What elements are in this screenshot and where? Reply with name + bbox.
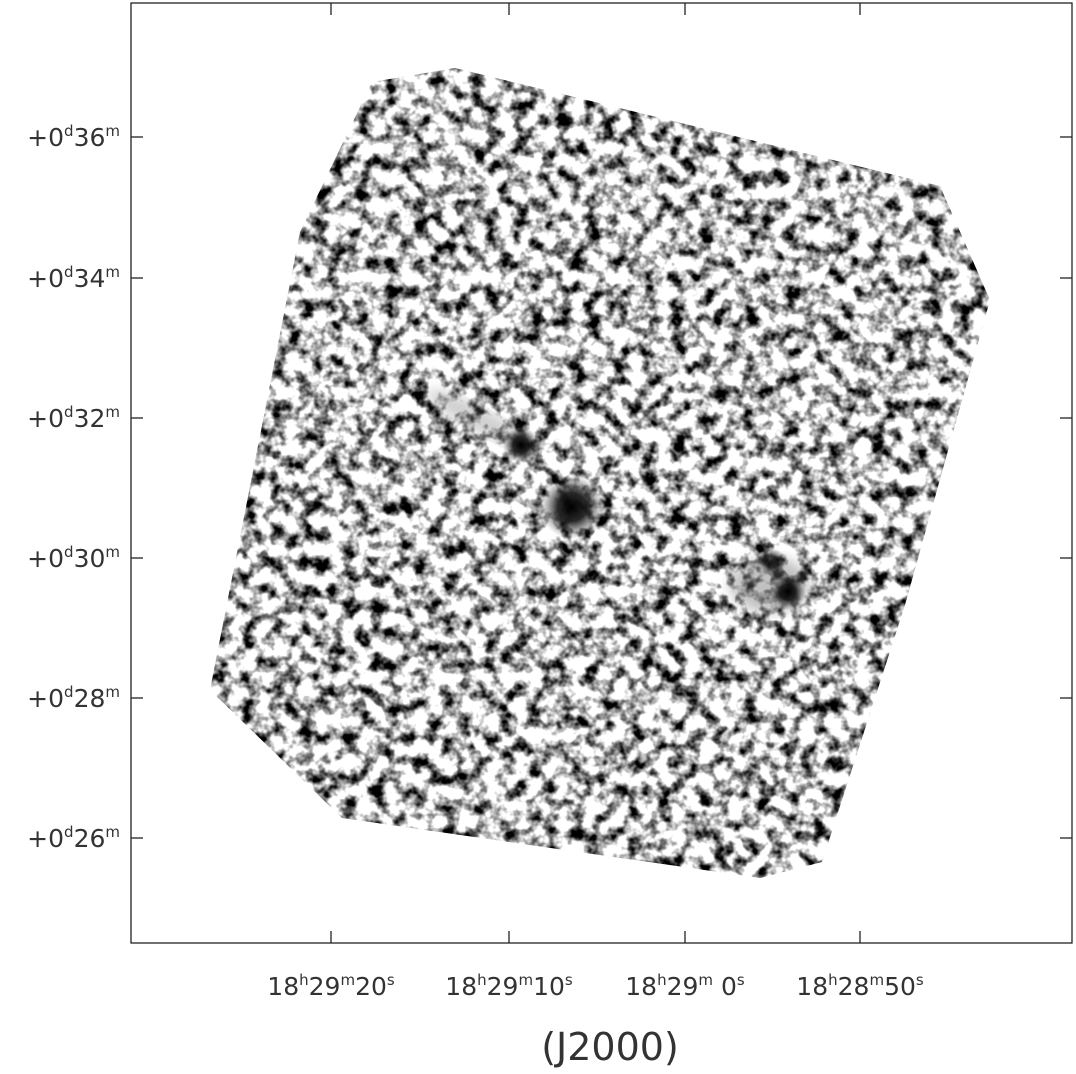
sky-image [200, 60, 1000, 890]
tick-label: +0d28m [27, 683, 120, 713]
tick-label: +0d36m [27, 122, 120, 152]
point-source [758, 548, 786, 576]
tick-label-value: 36 [74, 123, 106, 152]
tick-label-unit: s [916, 971, 924, 989]
tick-label-value: 29 [667, 972, 699, 1001]
tick-label-unit: m [105, 263, 120, 281]
tick-label-value: 32 [74, 404, 106, 433]
tick-label-unit: h [657, 971, 667, 989]
tick-label: +0d32m [27, 403, 120, 433]
tick-label: 18h28m50s [796, 971, 924, 1001]
tick-label-unit: d [64, 263, 74, 281]
tick-label-value: 50 [884, 972, 916, 1001]
tick-label-unit: m [698, 971, 713, 989]
point-source [770, 574, 806, 610]
tick-label-value: 18 [625, 972, 657, 1001]
tick-label-value: +0 [27, 264, 64, 293]
tick-label: 18h29m 0s [625, 971, 745, 1001]
tick-label-value: 29 [487, 972, 519, 1001]
tick-label-value: 26 [74, 824, 106, 853]
tick-label-value: +0 [27, 404, 64, 433]
tick-label-value: +0 [27, 684, 64, 713]
tick-label-value: 10 [533, 972, 565, 1001]
tick-label-unit: m [105, 543, 120, 561]
tick-label-value: 18 [796, 972, 828, 1001]
tick-label-unit: d [64, 403, 74, 421]
tick-label-value: 30 [74, 544, 106, 573]
tick-label-unit: m [105, 403, 120, 421]
tick-label-unit: m [105, 823, 120, 841]
tick-label: 18h29m10s [445, 971, 573, 1001]
tick-label-value: 0 [713, 972, 737, 1001]
figure: (J2000) 18h29m20s18h29m10s18h29m 0s18h28… [0, 0, 1076, 1074]
tick-label: +0d34m [27, 263, 120, 293]
tick-label-value: 34 [74, 264, 106, 293]
tick-label-unit: m [869, 971, 884, 989]
tick-label-value: 18 [267, 972, 299, 1001]
x-axis-label: (J2000) [541, 1025, 679, 1069]
tick-label-unit: d [64, 683, 74, 701]
tick-label-value: +0 [27, 544, 64, 573]
tick-label-unit: m [518, 971, 533, 989]
tick-label-unit: m [105, 122, 120, 140]
tick-label: 18h29m20s [267, 971, 395, 1001]
tick-label: +0d26m [27, 823, 120, 853]
tick-label-unit: s [565, 971, 573, 989]
tick-label-value: +0 [27, 824, 64, 853]
tick-label-unit: h [299, 971, 309, 989]
tick-label-value: 28 [74, 684, 106, 713]
tick-label-value: 20 [355, 972, 387, 1001]
tick-label-unit: m [340, 971, 355, 989]
tick-label-value: +0 [27, 123, 64, 152]
tick-label-unit: s [387, 971, 395, 989]
tick-label-unit: d [64, 543, 74, 561]
point-source [503, 427, 539, 463]
tick-label-unit: s [737, 971, 745, 989]
tick-label-unit: h [477, 971, 487, 989]
tick-label-value: 18 [445, 972, 477, 1001]
tick-label-unit: d [64, 823, 74, 841]
point-source [540, 475, 604, 539]
tick-label-unit: m [105, 683, 120, 701]
tick-label-unit: d [64, 122, 74, 140]
tick-label-value: 28 [838, 972, 870, 1001]
tick-label: +0d30m [27, 543, 120, 573]
tick-label-value: 29 [309, 972, 341, 1001]
diffuse-emission [200, 60, 1000, 890]
tick-label-unit: h [828, 971, 838, 989]
